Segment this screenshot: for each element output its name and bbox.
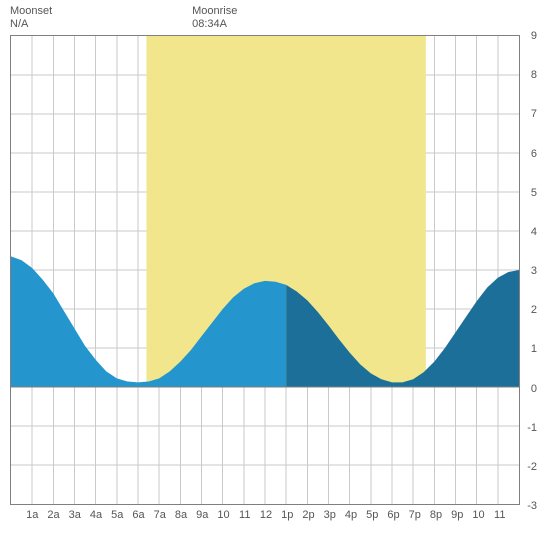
top-annotations: MoonsetN/A Moonrise08:34A: [10, 5, 540, 35]
x-tick-label: 9a: [196, 509, 208, 521]
y-axis-ticks: -3-2-10123456789: [522, 36, 537, 504]
x-tick-label: 2a: [47, 509, 59, 521]
y-tick-label: -1: [527, 422, 537, 434]
y-tick-label: 3: [531, 265, 537, 277]
annotation-value: N/A: [10, 18, 52, 31]
x-tick-label: 7a: [154, 509, 166, 521]
x-tick-label: 6a: [132, 509, 144, 521]
y-tick-label: 0: [531, 383, 537, 395]
x-tick-label: 4a: [90, 509, 102, 521]
annotation-value: 08:34A: [192, 18, 237, 31]
top-annotation: Moonrise08:34A: [192, 5, 237, 31]
x-tick-label: 11: [494, 509, 505, 521]
annotation-title: Moonset: [10, 5, 52, 18]
x-tick-label: 1a: [26, 509, 38, 521]
top-annotation: MoonsetN/A: [10, 5, 52, 31]
y-tick-label: 7: [531, 108, 537, 120]
x-tick-label: 4p: [345, 509, 357, 521]
x-tick-label: 12: [260, 509, 272, 521]
x-tick-label: 2p: [302, 509, 314, 521]
plot-area: -3-2-10123456789 1a2a3a4a5a6a7a8a9a10111…: [10, 35, 520, 505]
y-tick-label: 1: [531, 343, 537, 355]
y-tick-label: 2: [531, 304, 537, 316]
x-tick-label: 5a: [111, 509, 123, 521]
x-axis-ticks: 1a 2a 3a 4a 5a 6a 7a 8a 9a 10 11 12 1p 2p 3p 4p 5p 6p 7p 8p…: [11, 507, 519, 522]
y-tick-label: 5: [531, 187, 537, 199]
y-tick-label: 4: [531, 226, 537, 238]
x-tick-label: 6p: [387, 509, 399, 521]
x-tick-label: 5p: [366, 509, 378, 521]
x-tick-label: 10: [472, 509, 484, 521]
y-tick-label: 8: [531, 69, 537, 81]
y-tick-label: -2: [527, 461, 537, 473]
y-tick-label: -3: [527, 500, 537, 512]
x-tick-label: 3a: [69, 509, 81, 521]
x-tick-label: 7p: [409, 509, 421, 521]
x-tick-label: 8a: [175, 509, 187, 521]
chart-svg: [11, 36, 519, 504]
x-tick-label: 8p: [430, 509, 442, 521]
y-tick-label: 6: [531, 148, 537, 160]
x-tick-label: 10: [217, 509, 229, 521]
x-tick-label: 3p: [324, 509, 336, 521]
tide-chart: MoonsetN/A Moonrise08:34A -3-2-1012345678…: [10, 5, 540, 505]
x-tick-label: 11: [239, 509, 250, 521]
x-tick-label: 1p: [281, 509, 293, 521]
annotation-title: Moonrise: [192, 5, 237, 18]
y-tick-label: 9: [531, 30, 537, 42]
x-tick-label: 9p: [451, 509, 463, 521]
